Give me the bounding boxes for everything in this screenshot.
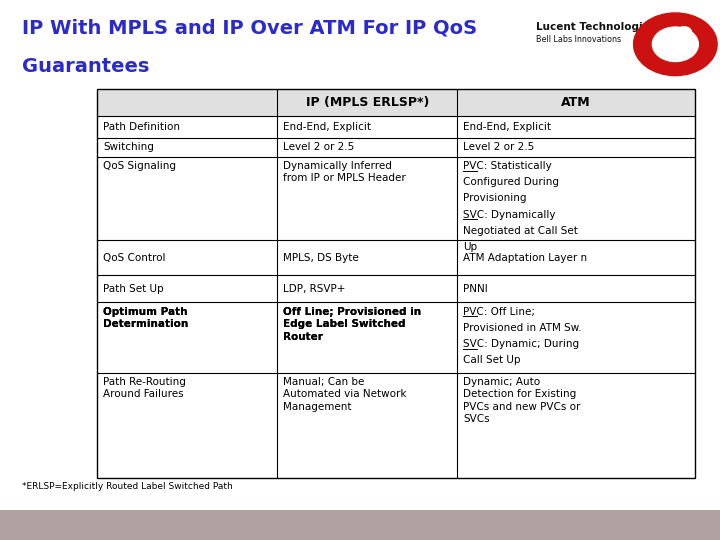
- Text: Off Line; Provisioned in
Edge Label Switched
Router: Off Line; Provisioned in Edge Label Swit…: [283, 307, 421, 341]
- Text: End-End, Explicit: End-End, Explicit: [463, 122, 551, 132]
- Circle shape: [652, 27, 698, 62]
- Circle shape: [634, 13, 717, 76]
- Text: ATM: ATM: [561, 96, 591, 109]
- Text: Provisioned in ATM Sw.: Provisioned in ATM Sw.: [463, 323, 582, 333]
- Text: End-End, Explicit: End-End, Explicit: [283, 122, 371, 132]
- Text: Lucent Technologies: Lucent Technologies: [536, 22, 656, 32]
- Text: IP With MPLS and IP Over ATM For IP QoS: IP With MPLS and IP Over ATM For IP QoS: [22, 19, 477, 38]
- Text: Path Set Up: Path Set Up: [103, 284, 163, 294]
- Text: Optimum Path
Determination: Optimum Path Determination: [103, 307, 188, 329]
- Text: Switching: Switching: [103, 142, 154, 152]
- Bar: [97, 89, 695, 478]
- Bar: [0, 510, 720, 540]
- Text: MPLS, DS Byte: MPLS, DS Byte: [283, 253, 359, 263]
- Text: Provisioning: Provisioning: [463, 193, 526, 204]
- Text: Configured During: Configured During: [463, 177, 559, 187]
- Text: PNNI: PNNI: [463, 284, 487, 294]
- Text: Negotiated at Call Set: Negotiated at Call Set: [463, 226, 578, 236]
- Text: Guarantees: Guarantees: [22, 57, 149, 76]
- Text: Bell Labs Innovations: Bell Labs Innovations: [536, 35, 621, 44]
- Text: Level 2 or 2.5: Level 2 or 2.5: [463, 142, 534, 152]
- Text: Dynamic; Auto
Detection for Existing
PVCs and new PVCs or
SVCs: Dynamic; Auto Detection for Existing PVC…: [463, 377, 580, 424]
- Text: SVC: Dynamically: SVC: Dynamically: [463, 210, 555, 220]
- Text: Manual; Can be
Automated via Network
Management: Manual; Can be Automated via Network Man…: [283, 377, 407, 411]
- Text: QoS Signaling: QoS Signaling: [103, 161, 176, 171]
- Text: PVC: Off Line;: PVC: Off Line;: [463, 307, 535, 317]
- Text: Dynamically Inferred
from IP or MPLS Header: Dynamically Inferred from IP or MPLS Hea…: [283, 161, 405, 183]
- Text: LDP, RSVP+: LDP, RSVP+: [283, 284, 346, 294]
- Text: Level 2 or 2.5: Level 2 or 2.5: [283, 142, 354, 152]
- Text: PVC: Statistically: PVC: Statistically: [463, 161, 552, 171]
- Text: Path Re-Routing
Around Failures: Path Re-Routing Around Failures: [103, 377, 186, 399]
- Text: Path Definition: Path Definition: [103, 122, 180, 132]
- Text: QoS Control: QoS Control: [103, 253, 166, 263]
- Text: *ERLSP=Explicitly Routed Label Switched Path: *ERLSP=Explicitly Routed Label Switched …: [22, 482, 233, 491]
- Text: Call Set Up: Call Set Up: [463, 355, 521, 366]
- Text: ATM Adaptation Layer n: ATM Adaptation Layer n: [463, 253, 587, 263]
- Text: SVC: Dynamic; During: SVC: Dynamic; During: [463, 339, 579, 349]
- Text: IP (MPLS ERLSP*): IP (MPLS ERLSP*): [305, 96, 429, 109]
- Text: Up: Up: [463, 242, 477, 252]
- Circle shape: [677, 27, 691, 38]
- Text: Off Line; Provisioned in
Edge Label Switched
Router: Off Line; Provisioned in Edge Label Swit…: [283, 307, 421, 341]
- Bar: [97, 89, 695, 116]
- Text: Optimum Path
Determination: Optimum Path Determination: [103, 307, 188, 329]
